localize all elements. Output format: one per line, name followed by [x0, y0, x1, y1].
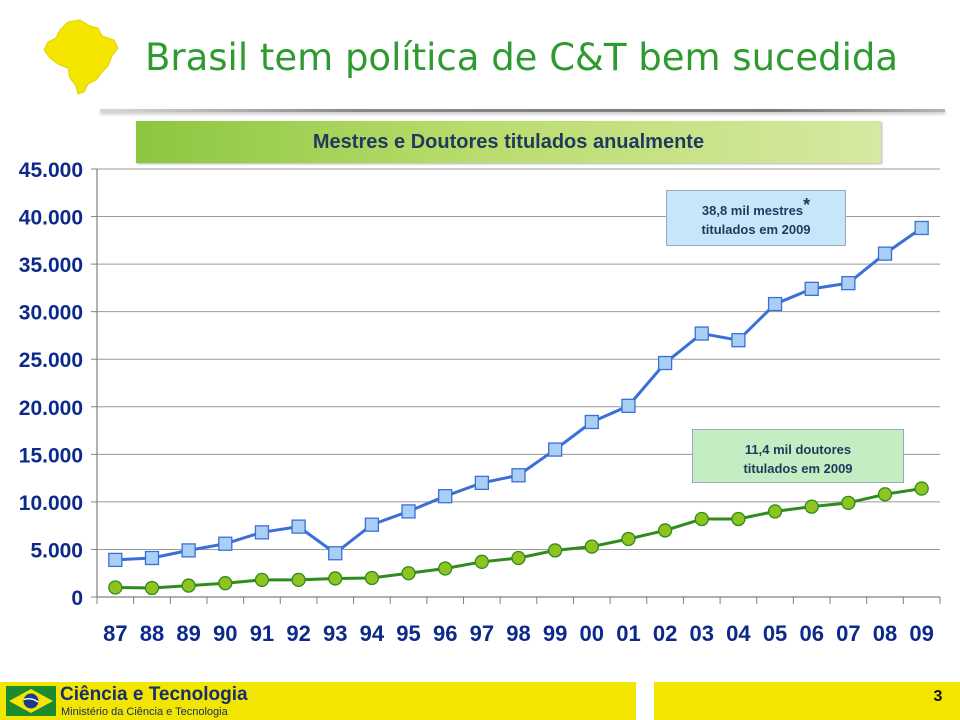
series-1-marker — [914, 220, 929, 236]
x-tick-label: 93 — [323, 621, 347, 646]
series-1-marker — [548, 442, 563, 457]
x-tick-label: 05 — [763, 621, 787, 646]
mestres-callout-line1: 38,8 mil mestres — [701, 203, 804, 218]
series-2-marker — [291, 572, 306, 588]
series-2-marker — [694, 511, 709, 527]
footer-org-subtitle: Ministério da Ciência e Tecnologia — [61, 706, 228, 718]
x-tick-label: 09 — [909, 621, 933, 646]
chart-title-banner: Mestres e Doutores titulados anualmente — [136, 121, 881, 163]
y-tick-label: 15.000 — [19, 444, 83, 467]
series-1-marker — [328, 546, 343, 561]
series-2-marker — [108, 580, 123, 595]
series-1-marker — [511, 468, 526, 483]
series-2-marker — [767, 504, 783, 519]
series-2-marker — [328, 571, 343, 586]
series-1-marker — [474, 475, 489, 491]
series-1-marker — [804, 281, 819, 296]
series-1-marker — [144, 550, 160, 566]
series-1-marker — [364, 517, 380, 532]
brazil-map-icon — [43, 19, 119, 95]
y-tick-label: 5.000 — [30, 539, 83, 562]
series-2-marker — [438, 561, 453, 576]
series-1-marker — [401, 504, 416, 519]
x-tick-label: 01 — [616, 621, 640, 646]
x-tick-label: 98 — [506, 621, 530, 646]
title-divider — [100, 109, 945, 112]
y-tick-label: 20.000 — [19, 397, 83, 420]
doutores-callout-line1: 11,4 mil doutores — [744, 442, 852, 457]
page-title: Brasil tem política de C&T bem sucedida — [145, 36, 899, 79]
series-line-1 — [115, 226, 923, 562]
series-1-marker — [584, 414, 599, 430]
x-tick-label: 95 — [396, 621, 420, 646]
series-2-marker — [401, 566, 416, 581]
x-tick-label: 96 — [433, 621, 457, 646]
mestres-callout-star: * — [803, 195, 811, 215]
page-number: 3 — [933, 688, 943, 705]
x-tick-label: 99 — [543, 621, 567, 646]
series-2-marker — [657, 523, 673, 538]
x-tick-label: 92 — [286, 621, 310, 646]
series-2-marker — [731, 511, 746, 527]
x-tick-label: 94 — [360, 621, 385, 646]
series-2-marker — [511, 550, 526, 566]
line-chart: 0 5.000 10.000 15.000 20.000 25.000 30.000 35.0… — [19, 159, 941, 646]
series-2-marker — [474, 554, 489, 569]
y-tick-label: 30.000 — [19, 302, 83, 325]
series-1-marker — [621, 398, 636, 413]
series-1-marker — [181, 543, 196, 558]
x-tick-label: 08 — [873, 621, 897, 646]
x-tick-label: 03 — [690, 621, 714, 646]
series-1-marker — [767, 296, 783, 312]
series-2-marker — [621, 531, 636, 547]
y-tick-label: 25.000 — [19, 349, 83, 372]
x-tick-label: 07 — [836, 621, 860, 646]
series-2-marker — [584, 539, 599, 554]
series-1-marker — [731, 333, 746, 348]
y-tick-label: 45.000 — [19, 159, 83, 182]
x-tick-label: 04 — [726, 621, 751, 646]
y-tick-label: 35.000 — [19, 254, 83, 277]
doutores-callout-line2: titulados em 2009 — [743, 461, 853, 476]
series-1-marker — [254, 525, 270, 540]
x-tick-label: 91 — [250, 621, 274, 646]
series-1-marker — [108, 552, 123, 568]
series-2-marker — [841, 495, 856, 510]
series-2-marker — [181, 578, 196, 593]
series-1-marker — [841, 275, 856, 291]
series-1-marker — [877, 246, 893, 261]
y-tick-label: 40.000 — [19, 207, 83, 230]
series-2-marker — [804, 499, 819, 514]
chart-title: Mestres e Doutores titulados anualmente — [312, 130, 705, 153]
brazil-flag-icon — [6, 686, 56, 716]
x-tick-label: 88 — [140, 621, 164, 646]
y-tick-label: 0 — [71, 587, 83, 610]
x-tick-label: 02 — [653, 621, 677, 646]
series-2-marker — [144, 580, 160, 596]
series-1-marker — [694, 326, 709, 341]
x-tick-label: 87 — [103, 621, 127, 646]
x-tick-label: 90 — [213, 621, 237, 646]
y-tick-label: 10.000 — [19, 492, 83, 515]
mestres-callout-line2: titulados em 2009 — [701, 222, 811, 237]
series-2-marker — [877, 487, 893, 502]
x-tick-label: 89 — [176, 621, 200, 646]
x-tick-label: 06 — [799, 621, 823, 646]
series-2-marker — [364, 570, 380, 586]
mestres-callout: 38,8 mil mestres* titulados em 2009 — [666, 190, 846, 246]
series-1-marker — [291, 519, 306, 534]
x-tick-label: 97 — [470, 621, 494, 646]
x-tick-label: 00 — [580, 621, 604, 646]
series-2-marker — [914, 481, 929, 496]
series-2-marker — [254, 572, 270, 588]
series-line-2 — [115, 487, 922, 590]
series-1-marker — [218, 536, 233, 551]
doutores-callout: 11,4 mil doutores titulados em 2009 — [692, 429, 904, 483]
series-2-marker — [548, 543, 563, 558]
series-2-marker — [218, 576, 233, 591]
series-1-marker — [438, 489, 453, 504]
series-1-marker — [657, 355, 673, 371]
footer-divider — [636, 682, 654, 720]
footer-org-name: Ciência e Tecnologia — [60, 684, 248, 705]
